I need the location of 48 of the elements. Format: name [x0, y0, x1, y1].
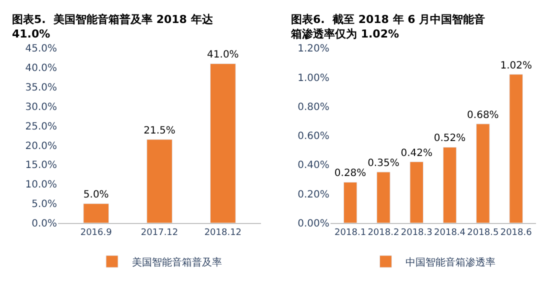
y-tick-label: 20.0%: [25, 140, 58, 152]
x-tick-label: 2018.5: [467, 228, 499, 238]
x-tick-label: 2018.1: [334, 228, 366, 238]
y-tick-label: 0.60%: [298, 131, 330, 142]
y-tick-label: 1.00%: [298, 72, 330, 84]
bar: [410, 162, 424, 223]
data-label: 0.52%: [434, 133, 466, 144]
data-label: 0.68%: [467, 110, 499, 121]
y-tick-label: 45.0%: [25, 44, 58, 55]
bar: [442, 146, 457, 223]
bar: [343, 182, 358, 223]
y-tick-label: 1.20%: [298, 44, 330, 55]
y-tick-label: 15.0%: [25, 160, 58, 172]
bar: [83, 203, 110, 223]
x-tick-label: 2018.4: [434, 228, 466, 238]
x-tick-label: 2018.12: [204, 228, 242, 238]
data-label: 41.0%: [207, 50, 239, 61]
y-tick-label: 30.0%: [25, 102, 58, 113]
y-tick-label: 40.0%: [25, 63, 58, 74]
data-label: 21.5%: [144, 125, 176, 136]
legend-label: 中国智能音箱渗透率: [406, 256, 496, 268]
data-label: 5.0%: [83, 190, 109, 201]
x-tick-label: 2016.9: [80, 228, 112, 238]
data-label: 0.35%: [368, 158, 400, 169]
bar: [376, 172, 390, 223]
data-label: 1.02%: [500, 60, 532, 72]
y-tick-label: 5.0%: [32, 199, 58, 210]
y-tick-label: 0.80%: [298, 102, 330, 113]
bar: [476, 124, 490, 223]
x-tick-label: 2018.6: [500, 228, 532, 238]
x-tick-label: 2017.12: [140, 228, 178, 238]
y-tick-label: 35.0%: [25, 82, 58, 94]
x-tick-label: 2018.3: [400, 228, 432, 238]
bar: [146, 139, 172, 223]
chart-title: 图表5. 美国智能音箱普及率 2018 年达 41.0%: [12, 13, 217, 40]
x-tick-label: 2018.2: [368, 228, 400, 238]
y-tick-label: 0.40%: [298, 160, 330, 172]
y-tick-label: 10.0%: [25, 180, 58, 191]
y-tick-label: 0.00%: [298, 218, 330, 230]
bar: [509, 74, 523, 223]
y-tick-label: 0.20%: [298, 189, 330, 200]
data-label: 0.28%: [334, 168, 366, 180]
bar: [210, 63, 236, 223]
y-tick-label: 0.0%: [32, 218, 58, 230]
y-tick-label: 25.0%: [25, 121, 58, 132]
chart-title: 图表6. 截至 2018 年 6 月中国智能音箱渗透率仅为 1.02%: [290, 13, 486, 40]
legend-label: 美国智能音箱普及率: [132, 256, 222, 268]
data-label: 0.42%: [400, 148, 433, 159]
